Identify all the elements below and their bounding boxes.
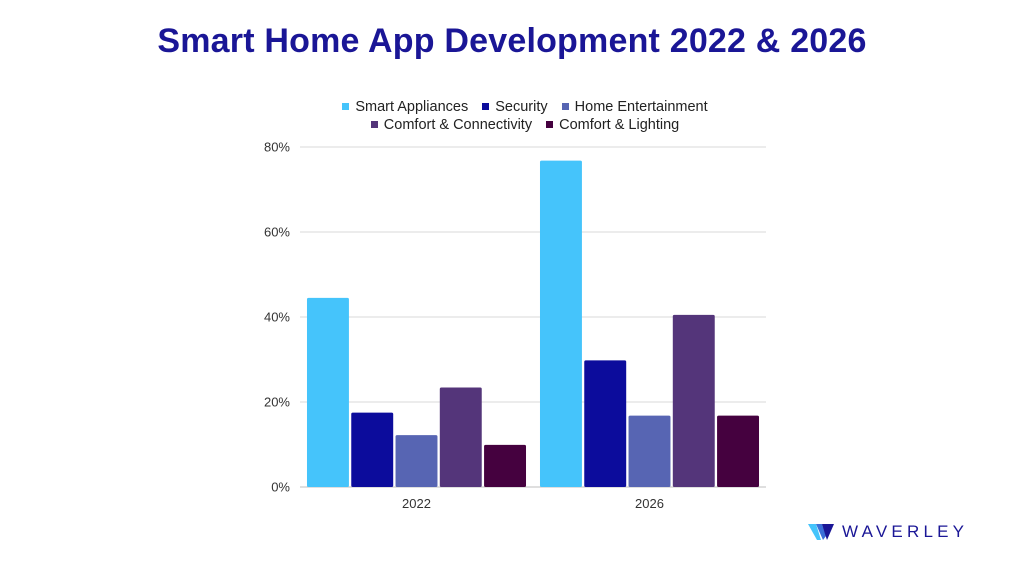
legend-swatch: [561, 103, 569, 110]
y-tick-label: 20%: [264, 395, 290, 410]
y-tick-label: 80%: [264, 140, 290, 155]
legend-label: Home Entertainment: [574, 99, 708, 115]
bar: [539, 160, 582, 487]
legend-label: Comfort & Lighting: [559, 117, 680, 133]
legend-row-1: Smart Appliances Security Home Entertain…: [290, 98, 760, 116]
legend-swatch: [546, 121, 554, 128]
legend-swatch: [342, 103, 350, 110]
bar: [628, 415, 671, 487]
y-tick-label: 60%: [264, 225, 290, 240]
brand-logo: WAVERLEY: [808, 520, 968, 544]
x-tick-label: 2022: [402, 496, 431, 511]
bar: [351, 412, 394, 487]
legend-label: Comfort & Connectivity: [383, 117, 533, 133]
bar: [717, 415, 760, 487]
bar: [672, 314, 715, 487]
bar: [584, 360, 627, 487]
legend-label: Security: [495, 99, 548, 115]
brand-name: WAVERLEY: [842, 522, 969, 541]
legend-item-comfort-connectivity: Comfort & Connectivity: [370, 116, 533, 134]
legend-item-smart-appliances: Smart Appliances: [342, 98, 468, 116]
legend-label: Smart Appliances: [355, 99, 469, 115]
chart-title: Smart Home App Development 2022 & 2026: [157, 22, 867, 60]
legend-item-security: Security: [482, 98, 548, 116]
bar: [395, 435, 438, 487]
bar: [484, 444, 527, 487]
chart-legend: Smart Appliances Security Home Entertain…: [290, 98, 760, 134]
legend-row-2: Comfort & Connectivity Comfort & Lightin…: [290, 116, 760, 134]
waverley-logo-icon: [808, 524, 834, 540]
bar: [439, 387, 482, 487]
legend-swatch: [482, 103, 490, 110]
y-tick-label: 40%: [264, 310, 290, 325]
legend-swatch: [370, 121, 378, 128]
bar: [306, 297, 349, 487]
legend-item-home-entertainment: Home Entertainment: [561, 98, 708, 116]
legend-item-comfort-lighting: Comfort & Lighting: [546, 116, 679, 134]
y-tick-label: 0%: [271, 480, 290, 495]
x-tick-label: 2026: [635, 496, 664, 511]
